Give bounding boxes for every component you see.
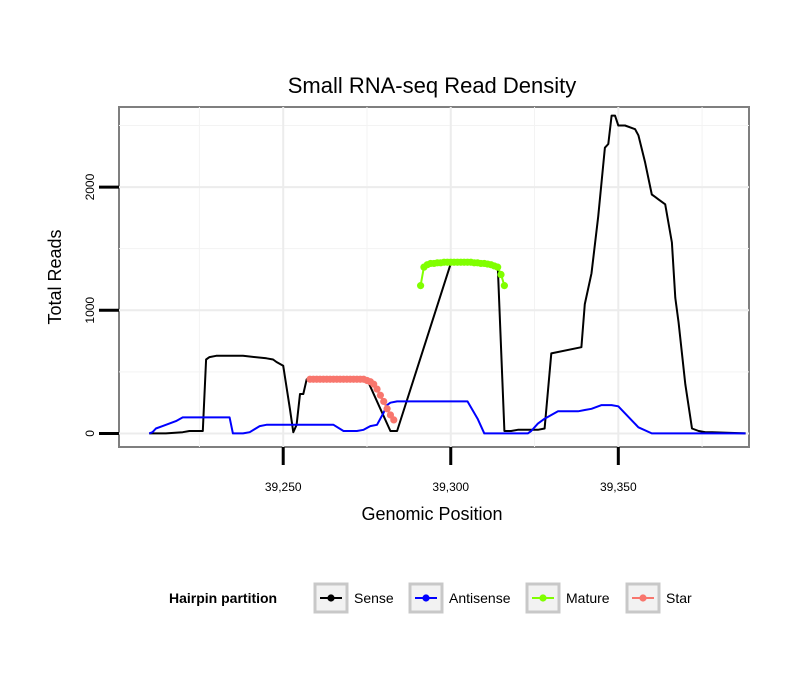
y-tick-label: 0 <box>83 430 97 437</box>
legend-dot-mature <box>539 594 547 602</box>
y-tick-label: 2000 <box>83 173 97 200</box>
legend-dot-star <box>639 594 647 602</box>
y-axis-title: Total Reads <box>45 229 65 324</box>
data-point-star <box>380 397 388 406</box>
chart-title: Small RNA-seq Read Density <box>288 73 577 98</box>
data-point-star <box>373 385 381 393</box>
grid <box>119 107 749 447</box>
x-tick-label: 39,300 <box>432 480 469 494</box>
x-tick-label: 39,250 <box>265 480 302 494</box>
series-layer <box>148 114 746 435</box>
data-point-star <box>383 405 391 413</box>
legend-label-antisense: Antisense <box>449 590 511 606</box>
x-tick-label: 39,350 <box>600 480 637 494</box>
legend: Hairpin partition Sense Antisense Mature St… <box>169 582 692 614</box>
data-point-star <box>390 416 398 424</box>
legend-label-sense: Sense <box>354 590 394 606</box>
data-point-star <box>376 391 384 399</box>
plot-panel <box>118 106 750 448</box>
data-point-mature <box>497 270 505 279</box>
series-line-sense <box>149 114 746 435</box>
data-point-mature <box>494 263 502 271</box>
axes: 39,250 39,300 39,350 0 1000 2000 <box>83 173 637 494</box>
x-axis-title: Genomic Position <box>361 504 502 524</box>
data-point-mature <box>500 282 508 290</box>
series-line-antisense <box>148 400 746 435</box>
legend-label-star: Star <box>666 590 692 606</box>
y-tick-label: 1000 <box>83 297 97 324</box>
legend-label-mature: Mature <box>566 590 610 606</box>
data-point-mature <box>416 282 425 290</box>
legend-dot-antisense <box>422 594 430 602</box>
legend-dot-sense <box>327 594 335 602</box>
legend-title: Hairpin partition <box>169 590 277 606</box>
